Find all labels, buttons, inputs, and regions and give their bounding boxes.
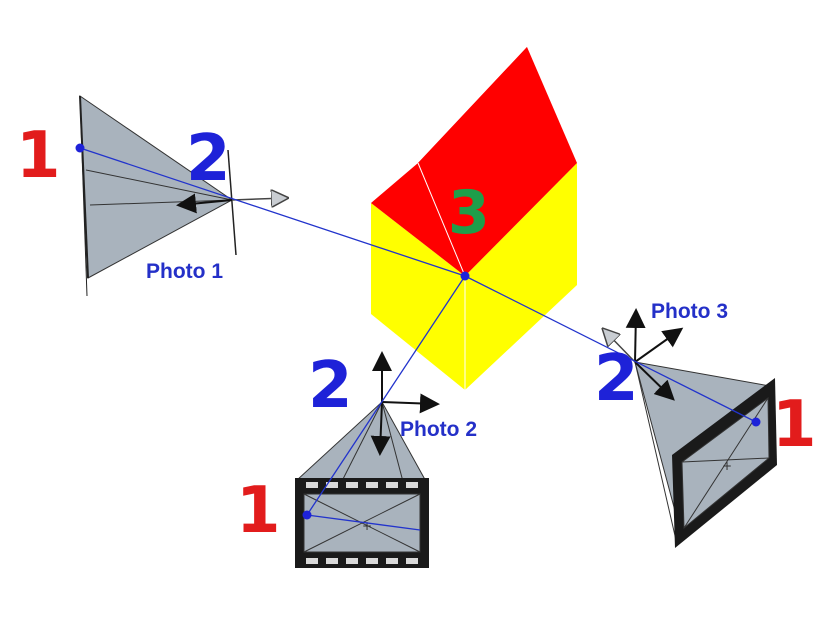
image-point-photo-1 (75, 143, 85, 153)
camera-photo-1 (79, 95, 286, 297)
ray-photo-2 (306, 275, 466, 516)
label-image-point-3: 1 (772, 388, 817, 462)
label-camera-center-1: 2 (186, 122, 231, 196)
ray-photo-2-image (306, 514, 421, 531)
label-image-point-1: 1 (16, 119, 61, 193)
house (371, 47, 577, 390)
image-point-photo-3 (751, 417, 761, 427)
house-roof-right (418, 47, 577, 276)
label-photo-2: Photo 2 (400, 418, 477, 441)
image-point-photo-2 (302, 510, 312, 520)
label-image-point-2: 1 (236, 474, 281, 548)
svg-text:+: + (362, 519, 372, 533)
label-photo-1: Photo 1 (146, 260, 223, 283)
ray-photo-3 (464, 275, 757, 423)
projection-rays (79, 147, 757, 531)
house-wall-left (371, 203, 465, 390)
house-wall-right (465, 163, 577, 390)
label-photo-3: Photo 3 (651, 300, 728, 323)
object-point (460, 271, 470, 281)
label-camera-center-2: 2 (308, 349, 353, 423)
label-camera-center-3: 2 (594, 342, 639, 416)
camera-photo-3: + (604, 308, 777, 548)
svg-text:+: + (722, 459, 732, 473)
camera-photo-2: + (295, 351, 440, 568)
label-object-point: 3 (448, 178, 490, 248)
ray-photo-1 (79, 147, 466, 277)
